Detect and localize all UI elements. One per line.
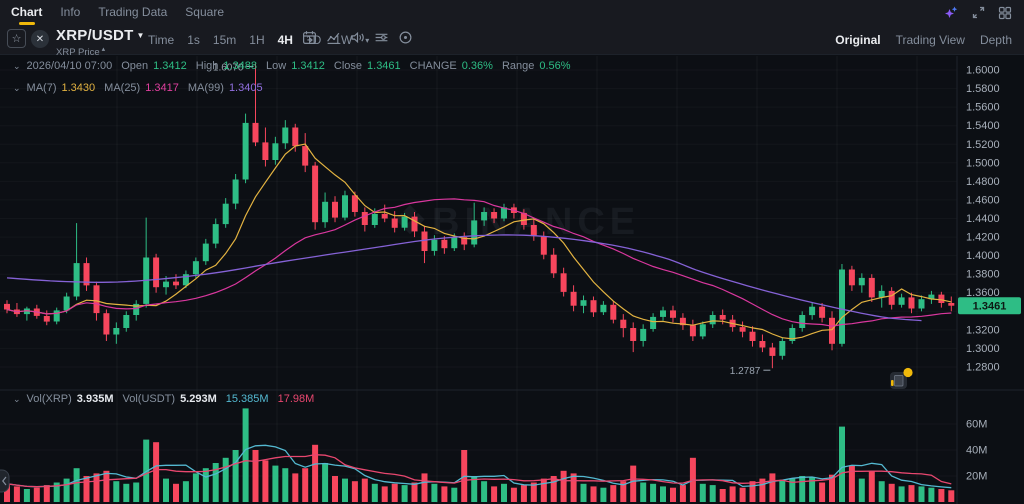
interval-1s[interactable]: 1s — [187, 33, 200, 47]
change-value: 0.36% — [461, 60, 493, 72]
price-tick: 1.5000 — [966, 157, 1000, 169]
view-mode-original[interactable]: Original — [835, 33, 881, 47]
grid-lines — [116, 56, 918, 503]
interval-4h[interactable]: 4H — [277, 33, 293, 47]
svg-text:1.3461: 1.3461 — [973, 301, 1007, 313]
price-tick: 1.3800 — [966, 269, 1000, 281]
price-axis: 1.6000 1.5800 1.5600 1.5400 1.5200 1.5000 1.48… — [966, 65, 1000, 483]
interval-15m[interactable]: 15m — [212, 33, 237, 47]
price-tick: 1.4800 — [966, 176, 1000, 188]
candles-layer — [4, 63, 955, 369]
top-nav: Chart Info Trading Data Square — [0, 0, 1024, 25]
high-annotation: 1.6070 — [213, 63, 244, 74]
price-tick: 1.4400 — [966, 213, 1000, 225]
resize-icon[interactable] — [972, 6, 985, 24]
tab-trading-data[interactable]: Trading Data — [98, 5, 168, 19]
vol-usdt-value: 5.293M — [180, 393, 217, 405]
chart-tool-icons — [302, 25, 413, 55]
chevron-down-icon: ▼ — [136, 31, 145, 40]
ma-lines — [6, 143, 952, 340]
ma99-value: 1.3405 — [228, 82, 263, 94]
tab-info[interactable]: Info — [60, 5, 81, 19]
tab-chart[interactable]: Chart — [11, 0, 42, 25]
star-icon: ☆ — [11, 33, 22, 45]
ohlc-legend: ⌄ 2026/04/10 07:00 Open 1.3412 High 1.3488… — [13, 60, 571, 72]
price-tick: 1.4600 — [966, 194, 1000, 206]
volume-tick: 40M — [966, 445, 987, 457]
view-mode-trading-view[interactable]: Trading View — [895, 33, 965, 47]
extreme-annotations: 1.6070 1.2787 — [213, 63, 771, 377]
ai-sparkle-icon[interactable] — [944, 5, 959, 25]
low-annotation: 1.2787 — [730, 366, 761, 377]
vol-xrp-value: 3.935M — [76, 393, 114, 405]
ma99-line — [6, 234, 922, 322]
price-tick: 1.4000 — [966, 250, 1000, 262]
vol-ma-slow-line — [6, 454, 952, 488]
volume-tick: 20M — [966, 471, 987, 483]
ma7-value: 1.3430 — [61, 82, 96, 94]
sound-icon[interactable] — [350, 30, 365, 50]
symbol-selector[interactable]: XRP/USDT ▼ XRP Price ▴ — [56, 27, 144, 58]
ma7-line — [6, 143, 952, 340]
volume-bars — [4, 408, 955, 502]
range-value: 0.56% — [539, 60, 571, 72]
favorite-star-button[interactable]: ☆ — [7, 29, 26, 48]
close-value: 1.3461 — [367, 60, 401, 72]
price-tick: 1.4200 — [966, 232, 1000, 244]
vol-ma-fast-line — [6, 444, 952, 489]
price-tick: 1.3200 — [966, 324, 1000, 336]
vol-ma-slow-value: 17.98M — [277, 393, 315, 405]
tab-square[interactable]: Square — [185, 5, 224, 19]
interval-more-chevron-icon[interactable]: ▾ — [365, 35, 370, 45]
layout-grid-icon[interactable] — [998, 6, 1012, 25]
vol-ma-fast-value: 15.385M — [225, 393, 269, 405]
collapse-chevron-icon[interactable]: ⌄ — [13, 60, 21, 71]
pane-separators — [0, 56, 1024, 504]
chart-toolbar: ☆ ✕ XRP/USDT ▼ XRP Price ▴ Time 1s 15m 1H… — [0, 25, 1024, 58]
price-tick: 1.5800 — [966, 83, 1000, 95]
open-value: 1.3412 — [153, 60, 187, 72]
price-tick: 1.5400 — [966, 120, 1000, 132]
price-tick: 1.3600 — [966, 287, 1000, 299]
candle-datetime: 2026/04/10 07:00 — [26, 60, 113, 72]
price-tick: 1.3000 — [966, 343, 1000, 355]
ma-legend: ⌄ MA(7) 1.3430 MA(25) 1.3417 MA(99) 1.3405 — [13, 82, 263, 94]
target-icon[interactable] — [398, 30, 413, 50]
drawing-toolbar-handle[interactable] — [0, 469, 10, 493]
collapse-chevron-icon[interactable]: ⌄ — [13, 82, 21, 93]
calendar-icon[interactable] — [302, 30, 317, 50]
ma25-line — [6, 198, 952, 327]
external-link-icon: ▴ — [99, 46, 106, 53]
chart-style-icon[interactable] — [326, 30, 341, 50]
event-marker-icon[interactable] — [890, 367, 913, 389]
indicator-settings-icon[interactable] — [374, 30, 389, 50]
volume-legend: ⌄ Vol(XRP) 3.935M Vol(USDT) 5.293M 15.385M… — [13, 393, 315, 405]
interval-1h[interactable]: 1H — [249, 33, 265, 47]
symbol-name: XRP/USDT — [56, 27, 134, 44]
view-mode-switch: Original Trading View Depth — [835, 25, 1012, 55]
ma25-value: 1.3417 — [145, 82, 179, 94]
close-symbol-button[interactable]: ✕ — [31, 30, 49, 48]
symbol-subtitle: XRP Price ▴ — [56, 46, 106, 59]
price-tick: 1.2800 — [966, 362, 1000, 374]
volume-ma-lines — [6, 444, 952, 489]
price-tick: 1.5200 — [966, 139, 1000, 151]
price-tick: 1.5600 — [966, 102, 1000, 114]
price-tick: 1.6000 — [966, 65, 1000, 77]
collapse-chevron-icon[interactable]: ⌄ — [13, 393, 21, 404]
low-value: 1.3412 — [291, 60, 325, 72]
last-price-badge: 1.3461 — [958, 297, 1021, 315]
volume-tick: 60M — [966, 419, 987, 431]
interval-time[interactable]: Time — [148, 33, 175, 47]
high-value: 1.3488 — [223, 60, 258, 72]
view-mode-depth[interactable]: Depth — [979, 33, 1012, 47]
close-icon: ✕ — [35, 33, 45, 45]
